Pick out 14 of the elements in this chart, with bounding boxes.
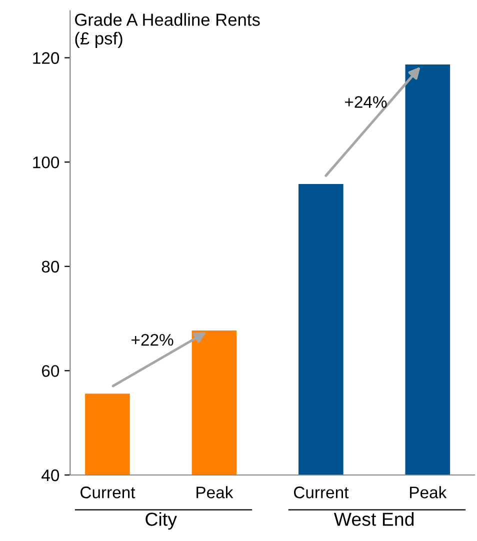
y-tick-label: 60	[42, 365, 60, 377]
x-tick-label: Peak	[196, 486, 234, 498]
y-tick-label: 120	[33, 52, 60, 64]
x-tick-label: Current	[80, 486, 136, 498]
x-tick-label: Peak	[410, 486, 447, 498]
text: West End	[334, 512, 414, 526]
x-tick-label: Current	[294, 486, 349, 498]
text: City	[146, 512, 177, 530]
text: Grade A Headline Rents (£ psf)	[75, 13, 260, 48]
annotation: +22%	[132, 334, 174, 346]
y-tick-label: 100	[33, 156, 60, 168]
y-tick-label: 80	[42, 260, 60, 273]
y-tick-label: 40	[42, 469, 60, 482]
annotation: +24%	[345, 96, 387, 108]
